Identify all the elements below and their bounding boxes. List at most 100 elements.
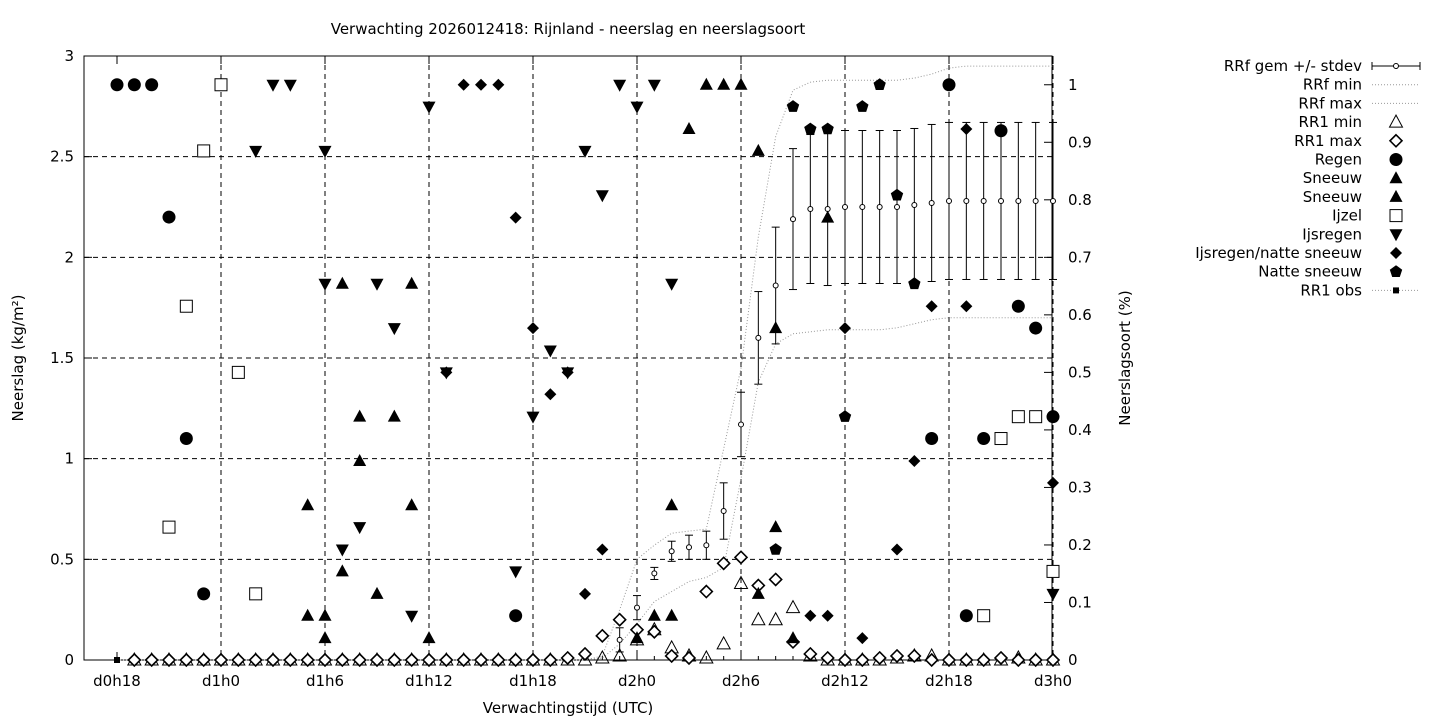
- precip-type-point: [1046, 564, 1060, 578]
- rrf-mean-point: [703, 542, 710, 549]
- precip-type-point: [821, 609, 834, 622]
- chart-title: Verwachting 2026012418: Rijnland - neers…: [331, 20, 806, 38]
- rr1-max-point: [369, 652, 385, 668]
- precip-type-point: [665, 608, 679, 621]
- precip-type-point: [387, 323, 401, 336]
- rrf-mean-point: [616, 636, 623, 643]
- rrf-max-line: [117, 65, 1053, 661]
- rrf-mean-point: [1015, 197, 1022, 204]
- precip-type-point: [353, 522, 367, 535]
- precip-type-point: [751, 586, 765, 599]
- rr1-max-point: [924, 652, 939, 668]
- rr1-max-point: [525, 652, 541, 668]
- precip-type-point: [405, 276, 419, 289]
- precip-type-point: [335, 544, 349, 557]
- rr1-max-point: [300, 652, 315, 668]
- precip-type-point: [370, 586, 384, 599]
- precip-type-point: [110, 78, 124, 92]
- precip-type-point: [509, 566, 523, 579]
- precip-type-point: [127, 78, 141, 92]
- rr1-max-point: [907, 648, 922, 664]
- x-tick-label: d2h18: [925, 672, 973, 690]
- legend-marker: [1389, 189, 1403, 202]
- legend-label: Ijzel: [1332, 207, 1362, 225]
- precip-type-point: [1029, 321, 1043, 335]
- precip-type-point: [994, 124, 1008, 138]
- precip-type-point: [353, 453, 367, 466]
- precip-type-point: [214, 78, 228, 92]
- rrf-mean-point: [686, 544, 692, 551]
- precip-type-point: [579, 587, 591, 600]
- rrf-mean-point: [894, 204, 900, 210]
- rr1-max-point: [283, 652, 298, 668]
- x-tick-label: d1h18: [509, 672, 557, 690]
- y-tick-label: 2: [64, 248, 74, 266]
- precip-type-point: [595, 190, 609, 203]
- precip-type-point: [318, 278, 332, 291]
- precip-type-point: [266, 79, 280, 92]
- rrf-mean-point: [651, 570, 658, 577]
- rr1-max-point: [595, 628, 610, 643]
- rrf-min-line: [117, 317, 1053, 661]
- x-tick-label: d1h0: [202, 672, 240, 690]
- precip-type-point: [717, 77, 731, 90]
- rrf-mean-point: [980, 197, 987, 204]
- x-tick-label: d2h6: [722, 672, 760, 690]
- rrf-mean-point: [911, 201, 918, 208]
- rr1-max-point: [421, 652, 437, 668]
- precip-type-point: [908, 454, 921, 467]
- rrf-mean-point: [772, 282, 779, 289]
- rr1-max-point: [699, 584, 714, 599]
- series-markers: [110, 77, 1061, 668]
- rr1-max-point: [1045, 652, 1061, 668]
- precip-type-point: [526, 411, 540, 424]
- precip-type-point: [179, 299, 193, 313]
- rr1-max-point: [733, 550, 749, 565]
- legend-marker: [1388, 114, 1404, 128]
- precip-type-point: [665, 498, 679, 511]
- legend-marker: [1388, 133, 1404, 148]
- rr1-max-point: [161, 652, 177, 668]
- precip-type-point: [1046, 588, 1060, 601]
- legend-errorbar-point: [1393, 63, 1399, 69]
- rr1-max-point: [439, 652, 454, 668]
- rr1-max-point: [127, 652, 142, 668]
- precip-type-point: [613, 79, 627, 92]
- rr1-min-point: [733, 575, 749, 589]
- precip-type-point: [197, 587, 211, 601]
- rr1-max-point: [889, 648, 905, 664]
- precip-type-point: [440, 366, 453, 379]
- y2-tick-label: 0.2: [1068, 536, 1092, 554]
- precip-type-point: [647, 79, 661, 92]
- rrf-mean-point: [1050, 197, 1056, 204]
- rr1-max-point: [317, 652, 333, 668]
- precip-type-point: [422, 631, 436, 644]
- precip-type-point: [231, 365, 245, 379]
- precip-type-point: [492, 78, 505, 91]
- precip-type-point: [162, 210, 176, 224]
- precip-type-point: [1029, 410, 1043, 424]
- rrf-mean-point: [1032, 197, 1039, 204]
- precip-type-point: [318, 145, 332, 158]
- rr1-max-point: [473, 652, 489, 668]
- rrf-mean-point: [790, 216, 796, 223]
- precip-type-point: [475, 78, 487, 91]
- precip-type-point: [335, 276, 349, 289]
- y-tick-label: 2.5: [50, 148, 74, 166]
- legend-obs-marker: [1393, 287, 1399, 294]
- precip-type-point: [977, 432, 991, 446]
- precip-type-point: [179, 432, 193, 446]
- rr1-max-point: [872, 650, 887, 666]
- rr1-max-point: [768, 572, 783, 587]
- precip-type-point: [318, 631, 332, 644]
- legend-marker: [1389, 171, 1403, 184]
- rrf-mean-point: [842, 204, 848, 210]
- legend-label: RR1 obs: [1300, 281, 1362, 299]
- precip-type-point: [544, 388, 557, 401]
- rrf-mean-point: [738, 421, 744, 428]
- precip-type-point: [249, 587, 263, 601]
- precip-type-point: [699, 77, 713, 90]
- legend-label: RR1 max: [1294, 132, 1362, 150]
